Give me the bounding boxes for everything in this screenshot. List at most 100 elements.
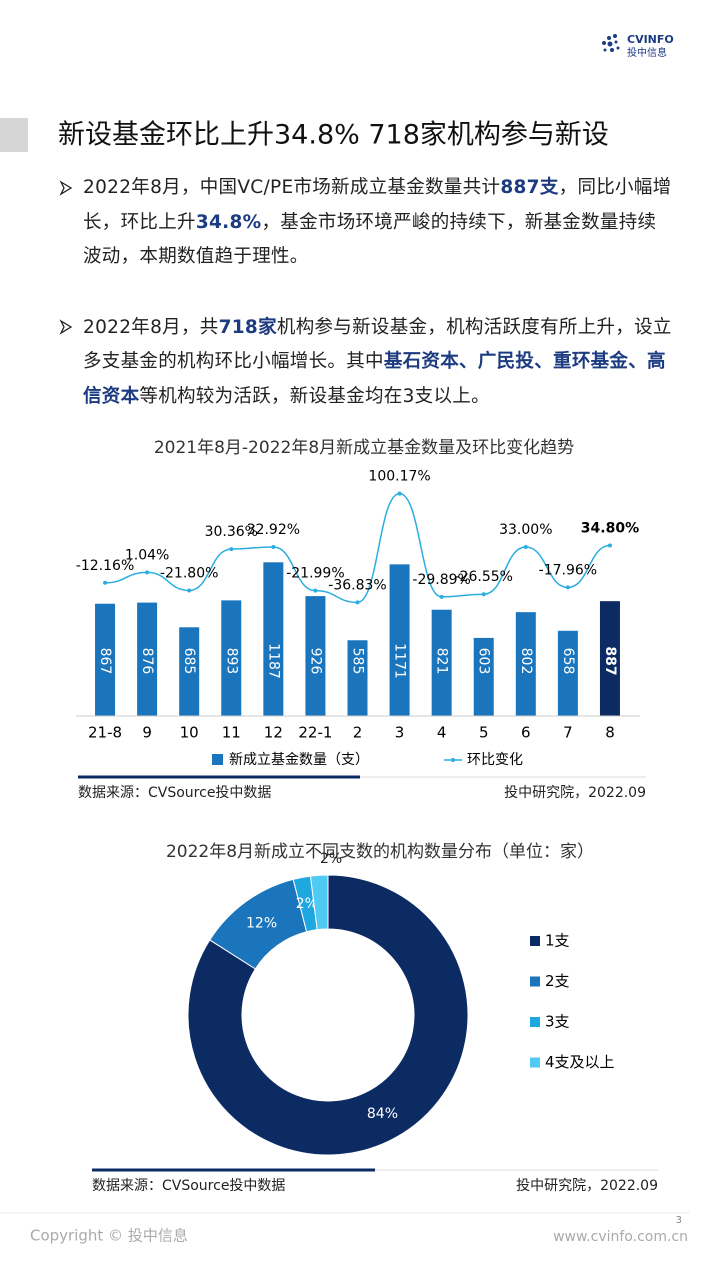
source: 数据来源：CVSource投中数据 [92, 1178, 285, 1194]
bar-label: 821 [434, 648, 450, 675]
legend-label: 新成立基金数量（支） [229, 751, 369, 768]
bar-label: 876 [139, 648, 155, 675]
chart-title: 2022年8月新成立不同支数的机构数量分布（单位：家） [166, 842, 594, 862]
line-label: -17.96% [539, 562, 597, 578]
line-label: 1.04% [125, 547, 169, 563]
legend-swatch [530, 936, 540, 946]
paragraph: 2022年8月，共718家机构参与新设基金，机构活跃度有所上升，设立多支基金的机… [83, 311, 675, 415]
credit: 投中研究院，2022.09 [504, 785, 646, 801]
bar-label: 603 [476, 648, 492, 675]
copyright: Copyright © 投中信息 [30, 1227, 188, 1245]
line-marker [481, 592, 486, 597]
bar [95, 603, 116, 716]
line-label: -26.55% [455, 569, 513, 585]
line-marker [187, 588, 192, 593]
bar [389, 564, 410, 716]
bar-label: 658 [560, 648, 576, 675]
bar [179, 627, 200, 716]
line-label: 33.00% [499, 522, 552, 538]
line-marker [229, 547, 234, 552]
x-tick-label: 5 [479, 724, 489, 742]
page-title: 新设基金环比上升34.8% 718家机构参与新设 [58, 120, 609, 151]
credit: 投中研究院，2022.09 [516, 1178, 658, 1194]
legend-swatch [530, 1057, 540, 1068]
donut-label: 2% [296, 896, 318, 912]
text-run: 2022年8月，共 [83, 316, 219, 338]
line-label: 100.17% [368, 469, 430, 485]
bar-label: 867 [97, 648, 113, 675]
x-tick-label: 6 [521, 724, 531, 742]
text-run: ，同比小幅增长，环比上升 [83, 177, 672, 233]
bar [305, 596, 326, 716]
bar [473, 637, 494, 716]
website: www.cvinfo.com.cn [553, 1229, 688, 1245]
bar [557, 630, 578, 716]
donut-segment [309, 874, 329, 931]
bar-label: 585 [350, 648, 366, 675]
x-tick-label: 12 [264, 724, 283, 742]
text-run: 2022年8月，中国VC/PE市场新成立基金数量共计 [83, 177, 501, 198]
line-label: -12.16% [76, 558, 134, 574]
bar-label: 802 [518, 648, 534, 675]
line-marker [271, 545, 276, 550]
text-run: 等机构较为活跃，新设基金均在3支以上。 [139, 385, 490, 407]
line-label: -21.80% [160, 565, 218, 581]
bar [431, 609, 452, 716]
bar-label: 1187 [265, 643, 281, 679]
logo-icon [602, 34, 620, 52]
source: 数据来源：CVSource投中数据 [78, 785, 271, 801]
logo-bottom: 投中信息 [627, 46, 667, 59]
legend-label: 环比变化 [467, 752, 523, 768]
bar [347, 640, 368, 716]
line-marker [103, 580, 108, 585]
donut-label: 84% [367, 1106, 398, 1122]
page-number: 3 [676, 1215, 682, 1226]
bar [263, 562, 284, 716]
line-label: -29.89% [412, 572, 470, 588]
line-label: -36.83% [328, 577, 386, 593]
legend-marker [451, 758, 455, 762]
donut-label: 2% [320, 851, 342, 867]
bar-label: 893 [223, 648, 239, 675]
x-tick-label: 22-1 [298, 724, 332, 742]
line-marker [607, 543, 612, 548]
bar-label: 926 [307, 648, 323, 675]
line-marker [145, 570, 150, 575]
bar [221, 600, 242, 716]
legend-swatch [530, 1017, 540, 1027]
bar [599, 601, 620, 716]
legend-label: 1支 [545, 932, 570, 950]
bullet [59, 319, 73, 335]
x-tick-label: 8 [605, 724, 615, 742]
x-tick-label: 4 [437, 724, 447, 742]
line-marker [313, 588, 318, 593]
bar-label: 887 [602, 646, 618, 675]
line-label: 30.36% [205, 524, 258, 540]
legend-swatch [530, 976, 540, 987]
highlight: 34.8% [195, 211, 262, 233]
legend-label: 3支 [545, 1013, 570, 1031]
x-tick-label: 21-8 [88, 724, 122, 742]
line-label: -21.99% [286, 566, 344, 582]
bullet [59, 180, 73, 196]
text-run: ，基金市场环境严峻的持续下，新基金数量持续波动，本期数值趋于理性。 [83, 211, 657, 268]
logo-top: CVINFO [627, 33, 674, 46]
x-tick-label: 10 [180, 724, 199, 742]
text-run: 机构参与新设基金，机构活跃度有所上升，设立多支基金的机构环比小幅增长。其中 [83, 316, 672, 373]
paragraphs: 2022年8月，中国VC/PE市场新成立基金数量共计887支，同比小幅增长，环比… [83, 171, 675, 450]
line-label: 34.80% [581, 521, 639, 537]
line-marker [355, 600, 360, 605]
x-tick-label: 3 [395, 724, 405, 742]
bar [515, 612, 536, 716]
line-marker [565, 585, 570, 590]
x-tick-label: 11 [222, 724, 241, 742]
chart-title: 2021年8月-2022年8月新成立基金数量及环比变化趋势 [154, 438, 574, 458]
line-marker [523, 544, 528, 549]
bar-label: 1171 [392, 643, 408, 679]
donut-label: 12% [246, 916, 277, 932]
title-block [0, 118, 28, 152]
line-marker [439, 594, 444, 599]
highlight: 887支 [500, 177, 559, 198]
